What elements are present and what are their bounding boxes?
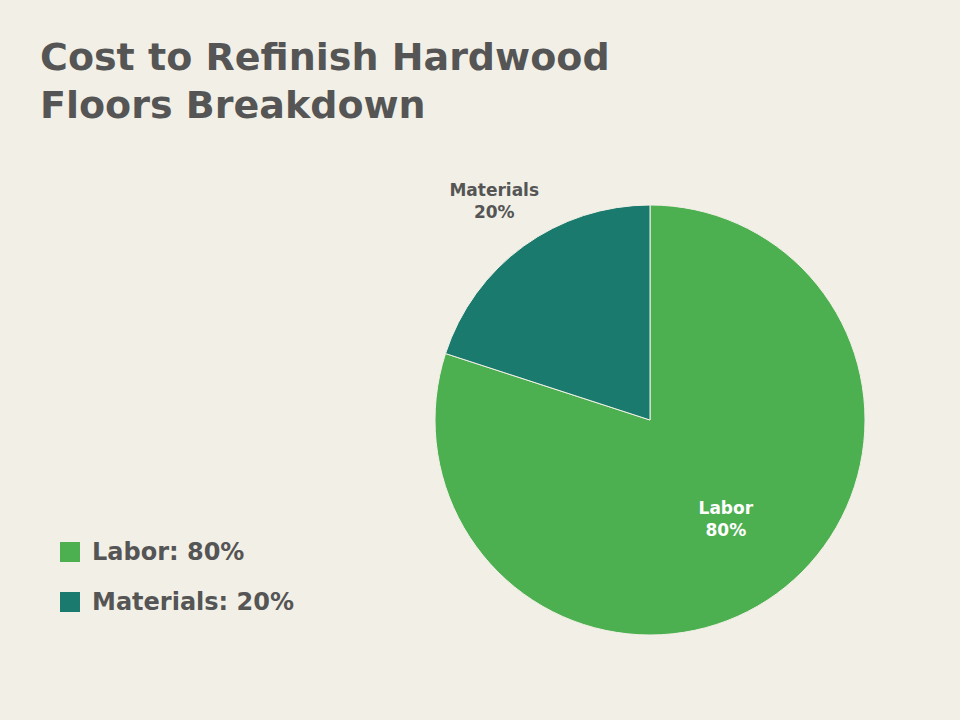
annotation-swatch [60,542,80,562]
background [0,0,960,720]
pie [435,205,865,635]
subtitle: Floors Breakdown [40,83,426,127]
annotation: Labor: 80% [92,538,244,566]
slice-label-name: Labor [699,498,754,518]
slice-label-value: 20% [474,202,515,222]
slice-labels: Labor80% Materials20% [449,180,753,541]
title: Cost to Refinish Hardwood [40,35,610,79]
annotation: Materials: 20% [92,588,294,616]
chart: Cost to Refinish HardwoodFloors Breakdow… [0,0,960,720]
slice-label: Materials20% [449,180,539,222]
slice-label-name: Materials [449,180,539,200]
slice-label: Labor80% [699,498,754,540]
slice-label-value: 80% [705,520,746,540]
annotation-swatch [60,592,80,612]
slice [435,205,865,635]
slice [446,205,650,420]
